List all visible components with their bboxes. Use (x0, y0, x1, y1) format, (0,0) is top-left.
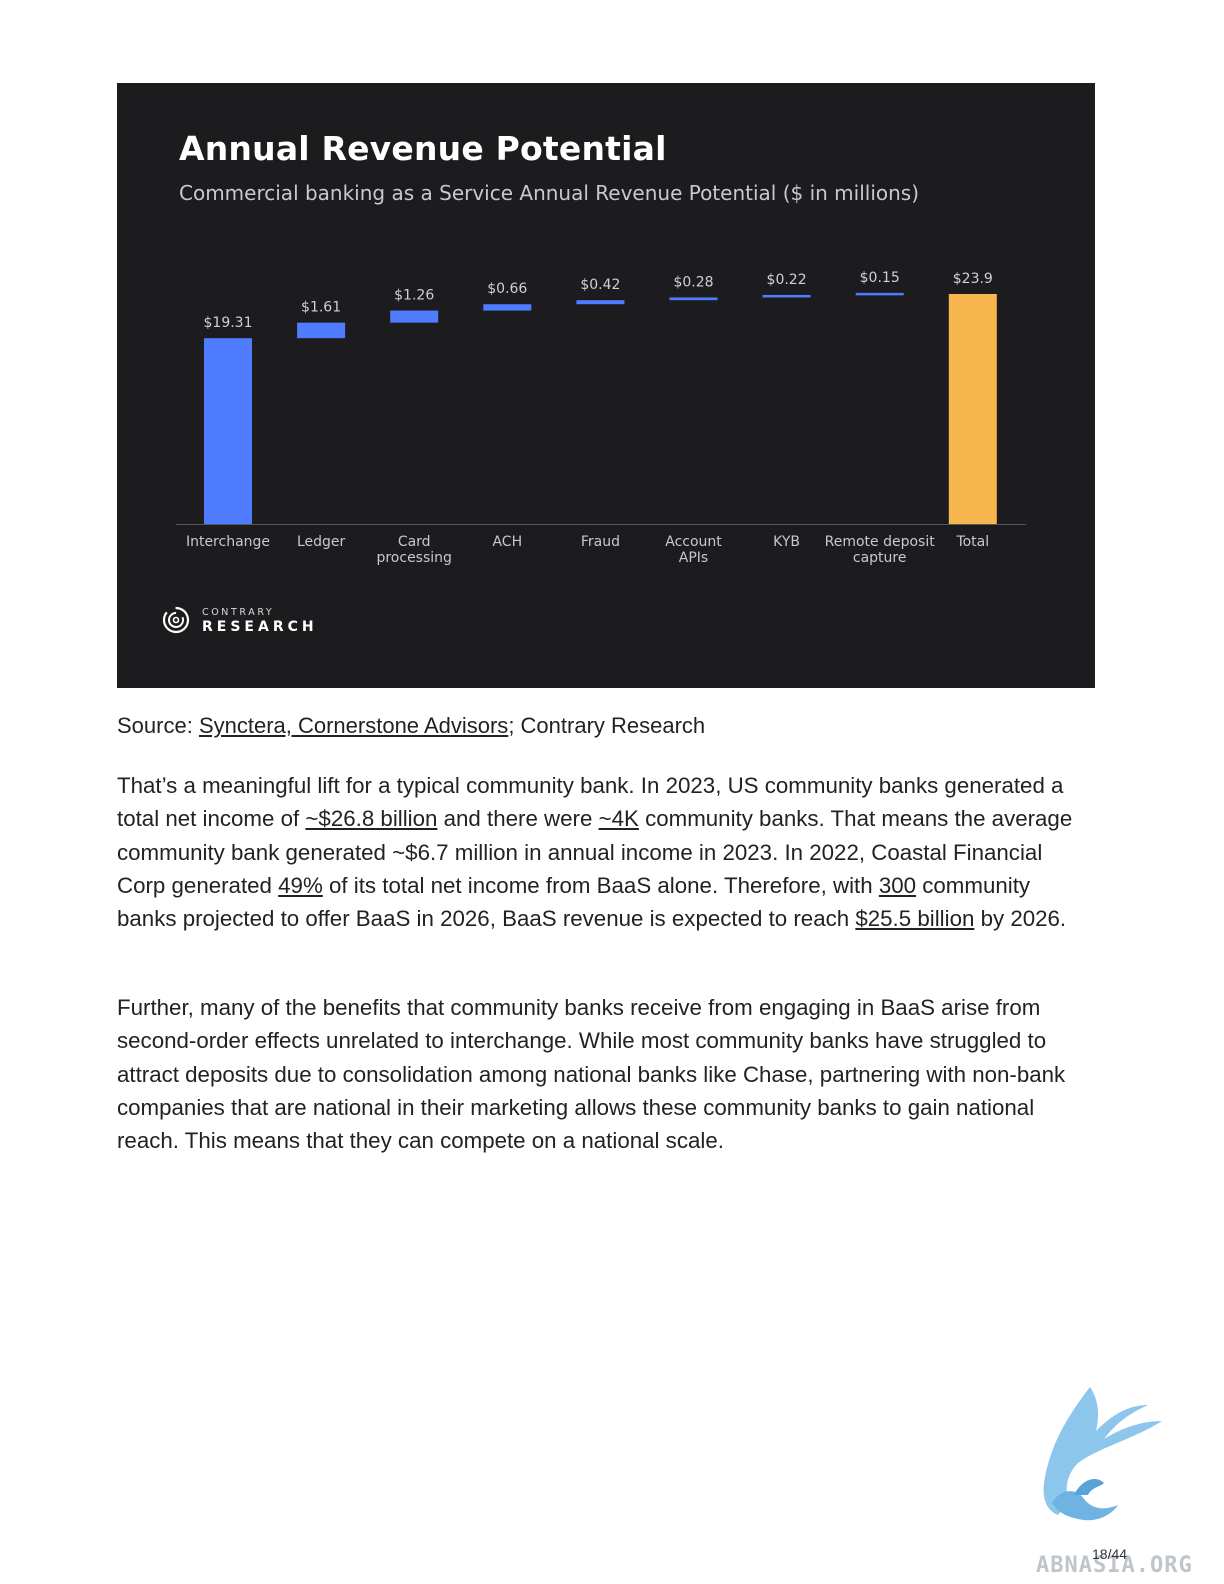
category-label-line: processing (376, 550, 451, 566)
text: That’s a meaningful lift for a typical c… (117, 773, 1064, 832)
watermark-text: ABNASIA.ORG (1036, 1553, 1193, 1578)
text: and there were (437, 806, 599, 832)
chart-title: Annual Revenue Potential (179, 129, 667, 168)
category-label-line: ACH (492, 534, 522, 550)
bank-count-link[interactable]: ~4K (598, 806, 639, 832)
source-link[interactable]: Synctera, Cornerstone Advisors (198, 713, 509, 738)
griffin-logo-icon (1043, 1387, 1162, 1521)
text: community banks projected to offer BaaS … (117, 872, 1031, 932)
paragraph-2: Further, many of the benefits that commu… (117, 995, 1066, 1154)
data-label-3: $0.66 (487, 281, 527, 297)
bar-2 (390, 310, 439, 323)
contrary-research-logo: CONTRARY RESEARCH (161, 603, 341, 643)
data-label-1: $1.61 (301, 300, 341, 316)
contrary-logo-icon (162, 606, 190, 634)
category-label-6: KYB (773, 534, 800, 550)
bar-3 (483, 304, 532, 311)
bar-1 (297, 322, 346, 339)
net-income-link[interactable]: ~$26.8 billion (305, 806, 438, 832)
category-label-line: Fraud (581, 534, 620, 550)
category-label-7: Remote deposit capture (825, 534, 936, 566)
baas-revenue-link[interactable]: $25.5 billion (855, 906, 975, 932)
category-label-line: capture (853, 550, 907, 566)
data-label-0: $19.31 (204, 315, 253, 331)
bar-8 (948, 294, 997, 524)
category-label-3: ACH (492, 534, 522, 550)
chart-subtitle: Commercial banking as a Service Annual R… (179, 181, 920, 205)
chart-panel: Annual Revenue Potential Commercial bank… (117, 83, 1095, 688)
source-line: Source: Synctera, Cornerstone Advisors; … (117, 713, 705, 739)
page-number: 18/44 (1092, 1546, 1128, 1562)
bar-6 (762, 294, 811, 298)
category-label-line: KYB (773, 534, 800, 550)
category-label-2: Card processing (376, 534, 451, 566)
projected-banks-link[interactable]: 300 (878, 872, 917, 898)
category-label-5: Account APIs (665, 534, 722, 566)
category-label-1: Ledger (297, 534, 346, 550)
category-label-line: Account (665, 534, 722, 550)
waterfall-chart: $19.31 Interchange $1.61 Ledger $1.26 Card pro… (176, 270, 1026, 566)
category-label-8: Total (955, 534, 989, 550)
category-label-line: APIs (679, 550, 708, 566)
brand-name-bottom: RESEARCH (202, 619, 318, 635)
category-label-line: Interchange (186, 534, 270, 550)
bar-0 (204, 338, 252, 524)
category-label-line: Ledger (297, 534, 346, 550)
coastal-share-link[interactable]: 49% (278, 872, 323, 898)
category-label-4: Fraud (581, 534, 620, 550)
brand-name-top: CONTRARY (202, 607, 275, 618)
paragraph-1: That’s a meaningful lift for a typical c… (117, 769, 1077, 935)
data-label-8: $23.9 (953, 271, 993, 287)
data-label-6: $0.22 (767, 272, 807, 288)
data-label-7: $0.15 (860, 270, 900, 286)
text: by 2026. (974, 906, 1067, 932)
category-label-line: Remote deposit (825, 534, 936, 550)
bar-5 (669, 297, 718, 301)
category-label-line: Total (955, 534, 989, 550)
source-suffix: ; Contrary Research (508, 713, 706, 738)
data-label-4: $0.42 (580, 277, 620, 293)
category-label-line: Card (398, 534, 431, 550)
text: of its total net income from BaaS alone.… (322, 872, 879, 898)
data-label-5: $0.28 (673, 274, 713, 290)
text: community banks. That means the average … (117, 806, 1073, 898)
data-label-2: $1.26 (394, 288, 434, 304)
category-label-0: Interchange (186, 534, 270, 550)
bar-7 (855, 292, 904, 296)
bar-4 (576, 300, 625, 305)
source-prefix: Source: (117, 713, 199, 738)
